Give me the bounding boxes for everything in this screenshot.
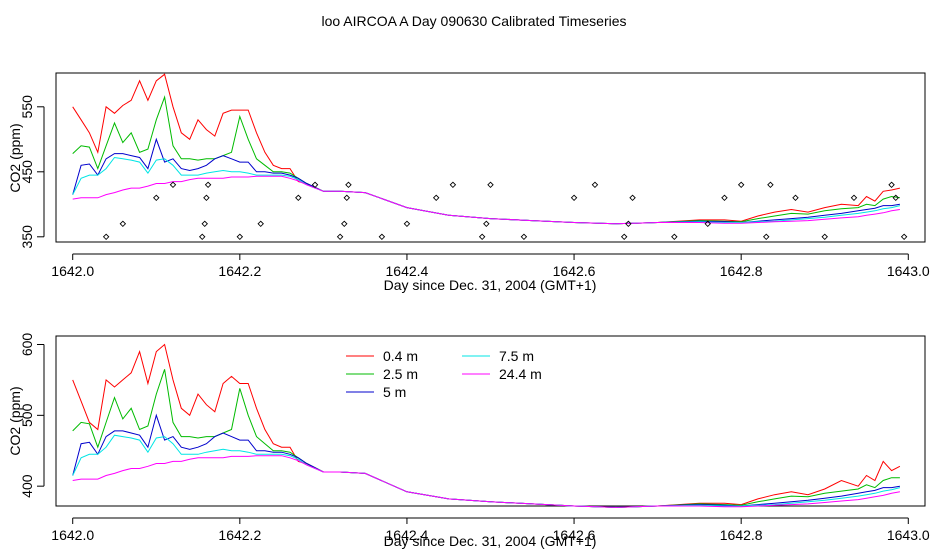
top-series-line-4 bbox=[72, 175, 900, 225]
top-y-tick-label: 350 bbox=[19, 225, 35, 249]
bottom-x-axis-label: Day since Dec. 31, 2004 (GMT+1) bbox=[384, 533, 597, 549]
bottom-x-tick-label: 1642.8 bbox=[720, 527, 763, 543]
top-scatter-point bbox=[487, 181, 494, 189]
top-scatter-point bbox=[892, 194, 899, 202]
top-scatter-point bbox=[203, 194, 210, 202]
top-x-tick-label: 1643.0 bbox=[887, 263, 930, 279]
top-scatter-point bbox=[236, 233, 244, 241]
legend-label-0: 0.4 m bbox=[383, 348, 418, 364]
bottom-y-tick-label: 500 bbox=[19, 403, 35, 427]
top-scatter-point bbox=[570, 194, 578, 202]
top-y-tick-label: 450 bbox=[19, 160, 35, 184]
top-scatter-point bbox=[704, 220, 711, 228]
top-series-lines bbox=[72, 73, 901, 225]
top-x-tick-label: 1642.4 bbox=[386, 263, 429, 279]
legend-label-4: 24.4 m bbox=[499, 366, 542, 382]
top-scatter-point bbox=[478, 233, 486, 241]
top-scatter-point bbox=[767, 181, 774, 189]
top-scatter-point bbox=[295, 194, 302, 202]
top-scatter-point bbox=[343, 194, 351, 202]
top-scatter-point bbox=[341, 220, 348, 228]
top-scatter-point bbox=[403, 220, 411, 228]
top-scatter-point bbox=[671, 233, 678, 241]
bottom-y-tick-label: 400 bbox=[19, 474, 35, 498]
top-scatter-point bbox=[763, 233, 770, 241]
legend-label-1: 2.5 m bbox=[383, 366, 418, 382]
bottom-series-line-2 bbox=[72, 413, 900, 508]
top-scatter-point bbox=[591, 181, 599, 189]
top-plot-frame bbox=[55, 72, 926, 243]
top-x-tick-label: 1642.8 bbox=[720, 263, 763, 279]
top-scatter-point bbox=[721, 194, 728, 202]
top-x-tick-label: 1642.6 bbox=[553, 263, 596, 279]
top-series-line-2 bbox=[72, 137, 900, 225]
top-scatter-point bbox=[119, 220, 127, 228]
top-series-line-0 bbox=[72, 73, 901, 225]
top-x-tick-label: 1642.0 bbox=[51, 263, 94, 279]
top-scatter-point bbox=[821, 233, 828, 241]
bottom-series-line-1 bbox=[72, 369, 900, 508]
top-panel: 350 450 550 1642.0 1642.2 1642.4 1642.6 1642.8… bbox=[7, 72, 930, 293]
top-x-axis: 1642.0 1642.2 1642.4 1642.6 1642.8 1643.0 bbox=[51, 253, 930, 279]
bottom-plot-frame bbox=[55, 335, 926, 507]
top-scatter-point bbox=[345, 181, 352, 189]
bottom-y-axis: 400 500 600 bbox=[19, 333, 45, 498]
legend-label-2: 5 m bbox=[383, 384, 406, 400]
top-series-line-1 bbox=[72, 95, 900, 225]
top-scatter-point bbox=[378, 233, 386, 241]
bottom-panel: 400 500 600 1642.0 1642.2 1642.4 1642.6 1642.8… bbox=[7, 333, 930, 549]
legend-label-3: 7.5 m bbox=[499, 348, 534, 364]
top-y-axis: 350 450 550 bbox=[19, 95, 45, 249]
chart-title: loo AIRCOA A Day 090630 Calibrated Times… bbox=[321, 13, 626, 29]
top-x-tick-label: 1642.2 bbox=[218, 263, 261, 279]
bottom-series-lines bbox=[72, 343, 901, 508]
bottom-x-tick-label: 1642.2 bbox=[218, 527, 261, 543]
bottom-x-tick-label: 1642.0 bbox=[51, 527, 94, 543]
bottom-x-axis: 1642.0 1642.2 1642.4 1642.6 1642.8 1643.0 bbox=[51, 517, 930, 543]
top-scatter-point bbox=[336, 233, 344, 241]
bottom-series-line-3 bbox=[72, 434, 901, 508]
top-scatter-point bbox=[432, 194, 440, 202]
top-scatter-point bbox=[483, 220, 490, 228]
top-series-line-3 bbox=[72, 156, 901, 225]
top-scatter-point bbox=[257, 220, 264, 228]
bottom-x-tick-label: 1642.6 bbox=[553, 527, 596, 543]
legend: 0.4 m 2.5 m 5 m 7.5 m 24.4 m bbox=[346, 348, 542, 400]
top-scatter-point bbox=[153, 194, 160, 202]
bottom-y-tick-label: 600 bbox=[19, 333, 35, 357]
top-scatter-markers bbox=[102, 181, 908, 241]
top-scatter-point bbox=[737, 181, 745, 189]
top-scatter-point bbox=[311, 181, 319, 189]
top-x-axis-label: Day since Dec. 31, 2004 (GMT+1) bbox=[384, 277, 597, 293]
bottom-x-tick-label: 1643.0 bbox=[887, 527, 930, 543]
top-scatter-point bbox=[625, 220, 632, 228]
bottom-series-line-4 bbox=[72, 455, 900, 508]
top-scatter-point bbox=[850, 194, 858, 202]
bottom-series-line-0 bbox=[72, 343, 901, 508]
top-scatter-point bbox=[620, 233, 628, 241]
top-scatter-point bbox=[102, 233, 110, 241]
top-scatter-point bbox=[449, 181, 457, 189]
top-y-axis-label: CO2 (ppm) bbox=[7, 123, 23, 192]
top-scatter-point bbox=[169, 181, 177, 189]
top-scatter-point bbox=[201, 220, 208, 228]
bottom-y-axis-label: CO2 (ppm) bbox=[7, 386, 23, 455]
top-scatter-point bbox=[888, 181, 895, 189]
top-scatter-point bbox=[629, 194, 636, 202]
top-scatter-point bbox=[900, 233, 908, 241]
top-scatter-point bbox=[198, 233, 206, 241]
top-scatter-point bbox=[792, 194, 799, 202]
top-y-tick-label: 550 bbox=[19, 95, 35, 119]
top-scatter-point bbox=[520, 233, 528, 241]
top-scatter-point bbox=[204, 181, 212, 189]
bottom-x-tick-label: 1642.4 bbox=[386, 527, 429, 543]
